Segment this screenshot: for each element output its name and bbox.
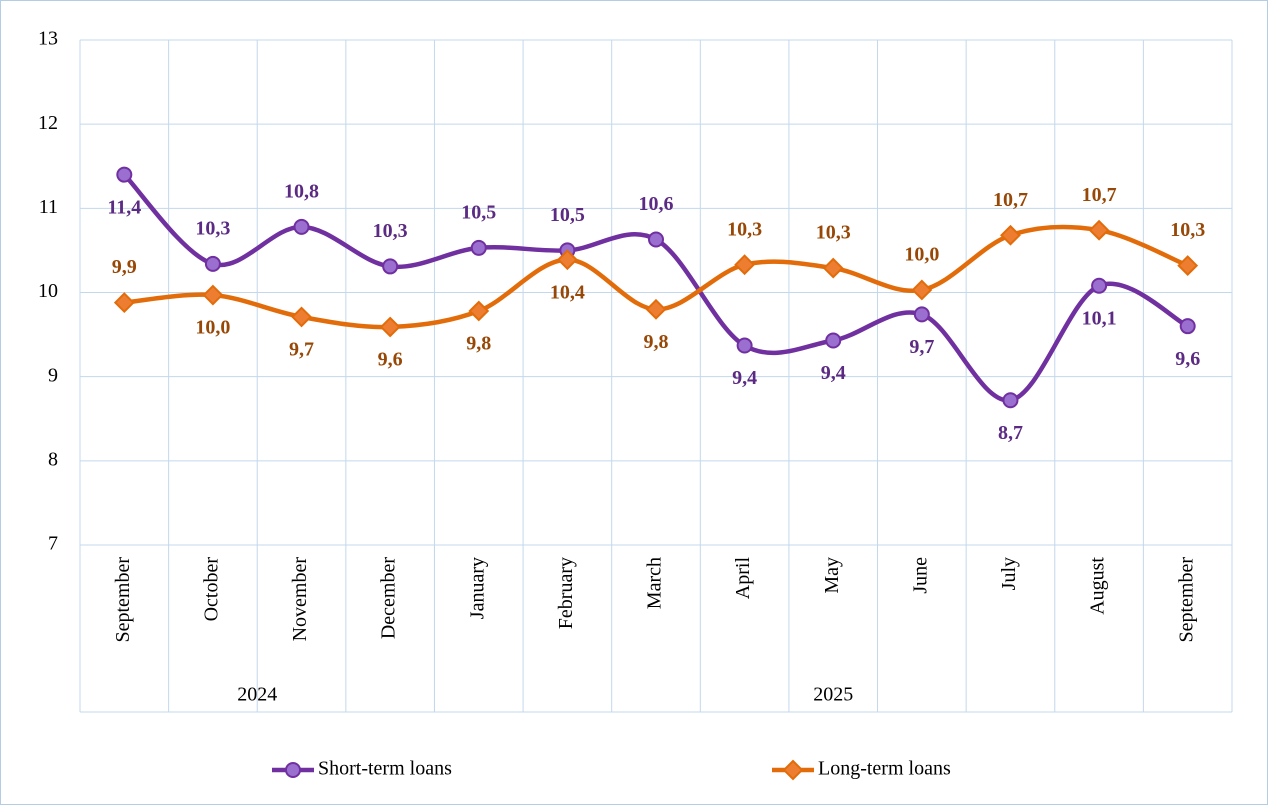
data-label: 10,3 <box>373 220 408 242</box>
data-label: 8,7 <box>998 422 1023 444</box>
data-label: 10,3 <box>727 218 762 240</box>
legend-item: Short-term loans <box>272 758 452 780</box>
legend-label: Short-term loans <box>318 758 452 780</box>
marker <box>293 218 310 235</box>
marker <box>1088 219 1110 241</box>
data-label: 9,8 <box>644 331 669 353</box>
marker <box>913 306 930 323</box>
legend-label: Long-term loans <box>818 758 951 780</box>
x-tick-label: September <box>112 557 134 643</box>
y-tick-label: 8 <box>48 448 58 470</box>
x-tick-label: September <box>1175 557 1197 643</box>
data-label: 10,1 <box>1082 307 1117 329</box>
data-label: 10,0 <box>904 244 939 266</box>
data-label: 9,7 <box>289 339 314 361</box>
group-label: 2025 <box>813 684 853 706</box>
data-label: 10,6 <box>639 193 674 215</box>
data-label: 10,4 <box>550 281 585 303</box>
data-label: 10,3 <box>1170 219 1205 241</box>
data-label: 9,7 <box>909 336 934 358</box>
legend-item: Long-term loans <box>772 758 951 781</box>
marker <box>204 255 221 272</box>
marker <box>645 298 667 320</box>
y-tick-label: 9 <box>48 364 58 386</box>
data-label: 9,4 <box>821 362 846 384</box>
y-tick-label: 11 <box>39 196 58 218</box>
data-label: 10,3 <box>816 222 851 244</box>
marker <box>1091 277 1108 294</box>
marker <box>911 279 933 301</box>
data-label: 9,8 <box>466 333 491 355</box>
marker <box>379 316 401 338</box>
legend-marker <box>285 762 301 778</box>
marker <box>113 292 135 314</box>
marker <box>1000 224 1021 246</box>
legend-marker <box>782 759 804 781</box>
x-tick-label: November <box>289 557 311 642</box>
x-tick-label: January <box>466 557 488 619</box>
data-label: 10,7 <box>1082 184 1117 206</box>
x-tick-label: July <box>998 557 1020 590</box>
data-label: 9,9 <box>112 256 137 278</box>
marker <box>1002 392 1019 409</box>
marker <box>1179 318 1196 335</box>
marker <box>556 249 578 271</box>
data-label: 9,4 <box>732 367 757 389</box>
marker <box>291 306 312 328</box>
marker <box>734 254 756 276</box>
y-tick-label: 7 <box>48 533 58 555</box>
x-tick-label: June <box>909 557 931 594</box>
data-label: 11,4 <box>107 196 141 218</box>
x-tick-label: December <box>378 557 400 640</box>
y-tick-label: 12 <box>38 112 58 134</box>
data-label: 10,8 <box>284 180 319 202</box>
y-tick-label: 10 <box>38 280 58 302</box>
marker <box>1177 255 1199 276</box>
group-label: 2024 <box>237 684 277 706</box>
data-label: 10,5 <box>550 204 585 226</box>
marker <box>648 231 664 248</box>
marker <box>116 166 133 183</box>
x-tick-label: October <box>201 557 223 622</box>
x-tick-label: March <box>644 557 666 609</box>
data-label: 9,6 <box>1175 348 1200 370</box>
data-label: 10,3 <box>195 217 230 239</box>
data-label: 10,5 <box>461 201 496 223</box>
x-tick-label: May <box>821 557 843 594</box>
marker <box>736 337 753 354</box>
data-label: 9,6 <box>378 349 403 371</box>
marker <box>202 284 224 306</box>
x-tick-label: February <box>555 557 577 629</box>
x-tick-label: April <box>732 557 754 600</box>
data-label: 10,7 <box>993 189 1028 211</box>
marker <box>470 239 487 256</box>
marker <box>825 332 842 349</box>
data-label: 10,0 <box>195 317 230 339</box>
y-tick-label: 13 <box>38 28 58 50</box>
marker <box>822 257 844 279</box>
x-tick-label: August <box>1087 557 1109 615</box>
marker <box>468 300 490 322</box>
marker <box>382 258 399 275</box>
